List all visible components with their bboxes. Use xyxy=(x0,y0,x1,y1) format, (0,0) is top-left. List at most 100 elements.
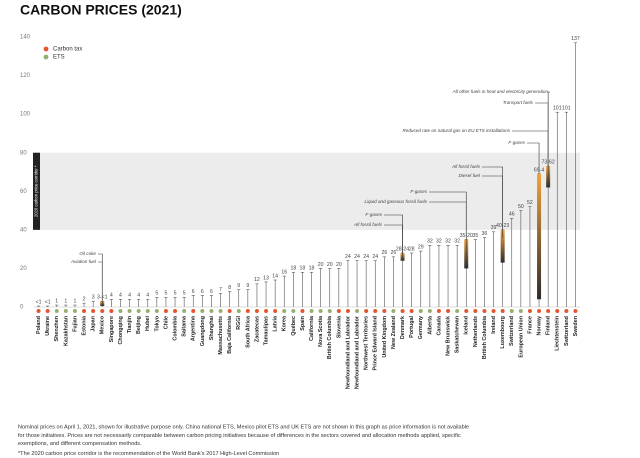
type-dot xyxy=(382,309,387,313)
x-tick-label: France xyxy=(527,316,533,334)
x-tick-label: Slovenia xyxy=(336,315,342,338)
annotation: Reduced rate on natural gas on EU ETS in… xyxy=(402,128,510,133)
x-tick-label: Newfoundland and Labrador xyxy=(345,315,351,389)
type-dot xyxy=(63,309,68,313)
value-label: 1 xyxy=(74,298,77,304)
value-label: 32 xyxy=(427,239,433,245)
type-dot xyxy=(309,309,314,313)
legend-label: Carbon tax xyxy=(53,47,82,53)
value-label: 4 xyxy=(146,293,149,299)
value-label: 50 xyxy=(518,204,524,210)
x-tick-label: British Columbia xyxy=(482,315,488,359)
annotation: Transport fuels xyxy=(503,100,534,105)
type-dot xyxy=(127,309,132,313)
type-dot xyxy=(45,309,50,313)
type-dot xyxy=(409,309,414,313)
x-tick-label: Fujian xyxy=(72,316,78,332)
type-dot xyxy=(136,309,141,313)
x-tick-label: Canada xyxy=(436,315,442,335)
value-label: 28 xyxy=(409,246,415,252)
x-tick-label: Saitama xyxy=(182,315,188,337)
x-tick-label: Finland xyxy=(546,316,552,335)
chart-title: CARBON PRICES (2021) xyxy=(20,2,182,18)
type-dot xyxy=(236,309,241,313)
range-bar xyxy=(537,173,542,300)
type-dot xyxy=(209,309,214,313)
type-dot xyxy=(509,309,514,313)
value-label: 18 xyxy=(290,266,296,272)
legend-dot xyxy=(43,54,49,60)
value-label: 32 xyxy=(436,239,442,245)
type-dot xyxy=(300,309,305,313)
leader-line xyxy=(527,142,540,174)
value-label: 6 xyxy=(210,289,213,295)
footnote: Nominal prices on April 1, 2021, shown f… xyxy=(18,424,469,430)
x-tick-label: New Brunswick xyxy=(445,316,451,356)
value-label: 8 xyxy=(228,285,231,291)
type-dot xyxy=(318,309,323,313)
type-dot xyxy=(154,309,159,313)
value-label: 6 xyxy=(192,289,195,295)
value-label: 4 xyxy=(137,293,140,299)
type-dot xyxy=(391,309,396,313)
value-label: 5 xyxy=(174,291,177,297)
value-label: 29 xyxy=(418,244,424,250)
value-label: 101 xyxy=(553,106,562,112)
legend-dot xyxy=(43,46,49,52)
type-dot xyxy=(345,309,350,313)
x-tick-label: Zacatecas xyxy=(254,316,260,342)
x-tick-label: Germany xyxy=(418,316,424,339)
type-dot xyxy=(355,309,360,313)
value-label: 20 xyxy=(336,262,342,268)
x-tick-label: South Africa xyxy=(245,315,251,348)
x-tick-label: Massachusetts xyxy=(218,316,224,355)
type-dot xyxy=(245,309,250,313)
value-label: <1 xyxy=(45,299,51,305)
x-tick-label: Japan xyxy=(91,316,97,332)
type-dot xyxy=(282,309,287,313)
x-tick-label: Korea xyxy=(282,315,288,331)
x-tick-label: Hubei xyxy=(145,316,151,331)
value-label: 16 xyxy=(281,270,287,276)
type-dot xyxy=(264,309,269,313)
value-label: 4 xyxy=(119,293,122,299)
value-label: 52 xyxy=(527,200,533,206)
value-label: 4 xyxy=(110,293,113,299)
type-dot xyxy=(537,309,542,313)
value-label: 35 xyxy=(472,233,478,239)
value-label: 14 xyxy=(272,273,278,279)
value-label: 26 xyxy=(381,250,387,256)
x-tick-label: Switzerland xyxy=(564,316,570,346)
value-label: 101 xyxy=(562,106,571,112)
type-dot xyxy=(373,309,378,313)
x-tick-label: Latvia xyxy=(273,315,279,332)
corridor-label: 2020 carbon price corridor * xyxy=(34,165,39,217)
y-tick-label: 140 xyxy=(20,35,31,41)
value-label: 9 xyxy=(246,283,249,289)
x-tick-label: Denmark xyxy=(400,316,406,339)
type-dot xyxy=(36,309,41,313)
value-label: 39 xyxy=(491,225,497,231)
type-dot xyxy=(427,309,432,313)
y-tick-label: 0 xyxy=(20,305,24,311)
x-tick-label: Liechtenstein xyxy=(555,316,561,351)
x-tick-label: British Columbia xyxy=(327,315,333,359)
annotation: F-gases xyxy=(410,189,427,194)
y-tick-label: 20 xyxy=(20,266,27,272)
x-tick-label: Tokyo xyxy=(154,315,160,331)
type-dot xyxy=(191,309,196,313)
x-tick-label: Norway xyxy=(536,316,542,335)
corridor-tag xyxy=(33,152,40,230)
leader-line xyxy=(429,191,467,240)
x-tick-label: Chongqing xyxy=(118,316,124,344)
x-tick-label: Tianjin xyxy=(127,316,133,333)
leader-line xyxy=(482,175,503,238)
type-dot xyxy=(327,309,332,313)
x-tick-label: Chile xyxy=(163,316,169,329)
footnote: *The 2020 carbon price corridor is the r… xyxy=(18,451,279,457)
leader-line xyxy=(98,261,103,306)
type-dot xyxy=(455,309,460,313)
value-label: 1 xyxy=(55,298,58,304)
